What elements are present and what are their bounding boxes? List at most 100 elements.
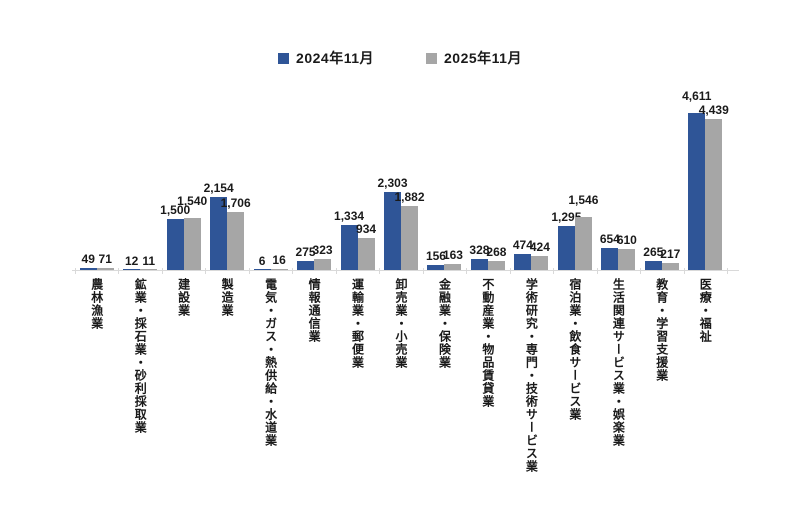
axis-tick [509,268,511,274]
category-label: 建設業 [176,278,191,317]
bar-series-1 [314,259,332,270]
legend-swatch-icon [278,52,290,64]
category-label: 電気・ガス・熱供給・水道業 [263,278,278,447]
axis-tick [118,268,120,274]
x-axis-line [72,270,739,271]
axis-tick [292,268,294,274]
bar-series-1 [487,260,505,270]
bar-series-1 [357,238,375,270]
bar-value-label: 275 [295,244,316,259]
category-label: 不動産業・物品賃貸業 [480,278,495,408]
bar-series-1 [96,267,114,270]
legend-label: 2025年11月 [444,50,522,66]
bar-series-1 [618,249,636,270]
x-axis-labels: 農林漁業 鉱業・採石業・砂利採取業 建設業 製造業 電気・ガス・熱供給・水道業 情報通信業… [75,278,727,503]
bar-series-1 [531,255,549,270]
bar-value-label: 1,546 [568,193,599,208]
bar-series-1 [574,217,592,270]
category-label: 教育・学習支援業 [654,278,669,382]
category-label: 製造業 [220,278,235,317]
bar-series-1 [444,264,462,270]
axis-tick [553,268,555,274]
bar-series-0 [557,225,575,270]
legend-item-1: 2025年11月 [426,48,522,68]
bar-series-0 [253,269,271,270]
bar-value-label: 4,439 [698,103,729,118]
bar-series-1 [401,206,418,270]
category-label: 生活関連サービス業・娯楽業 [611,278,626,447]
bar-value-label: 265 [643,245,664,259]
axis-tick [335,268,337,274]
bar-value-label: 323 [312,243,333,258]
bar-value-label: 268 [486,244,507,259]
bar-series-0 [210,196,228,270]
axis-tick [379,268,381,274]
bar-series-0 [166,219,184,270]
bar-series-0 [340,224,358,270]
category-label: 金融業・保険業 [437,278,452,369]
axis-tick [683,268,685,274]
category-label: 学術研究・専門・技術サービス業 [524,278,539,473]
legend-swatch-icon [426,52,437,64]
bar-series-1 [227,212,245,270]
bar-series-1 [661,262,679,270]
bar-series-1 [270,269,288,270]
bar-value-label: 16 [272,253,286,268]
category-label: 医療・福祉 [698,278,713,343]
bar-series-0 [644,261,662,270]
bar-series-0 [297,260,315,270]
category-label: 運輸業・郵便業 [350,278,365,369]
bar-series-0 [123,269,141,270]
bar-series-1 [705,119,723,270]
axis-tick [75,268,76,274]
category-label: 卸売業・小売業 [394,278,408,369]
bar-value-label: 163 [442,248,463,263]
bar-value-label: 1,706 [220,196,251,210]
axis-tick [466,268,468,274]
axis-tick [727,268,728,274]
bar-value-label: 49 [81,252,95,267]
legend-label: 2024年11月 [296,50,374,66]
bar-series-0 [470,258,488,270]
axis-tick [161,268,163,274]
bar-value-label: 328 [469,242,490,257]
bar-value-label: 156 [425,248,446,263]
chart-legend: 2024年11月 2025年11月 [0,48,800,68]
category-label: 農林漁業 [89,278,104,330]
bar-series-0 [514,253,532,270]
bar-value-label: 474 [512,237,533,252]
bar-series-0 [688,113,706,270]
legend-item-0: 2024年11月 [278,48,374,68]
category-label: 情報通信業 [307,278,322,343]
bar-series-0 [427,264,445,270]
bar-series-1 [140,269,158,270]
bar-value-label: 11 [142,253,156,268]
bar-value-label: 2,154 [203,180,234,195]
bar-series-0 [384,191,401,270]
bar-value-label: 1,540 [177,193,208,208]
axis-tick [205,268,207,274]
axis-tick [640,268,642,274]
axis-tick [248,268,250,274]
bar-value-label: 4,611 [682,89,712,104]
bar-value-label: 1,882 [394,190,425,205]
bar-value-label: 71 [98,251,112,266]
bar-value-label: 12 [125,253,139,268]
category-label: 宿泊業・飲食サービス業 [567,278,582,421]
bar-value-label: 934 [356,222,377,237]
bar-value-label: 1,334 [334,208,365,223]
bar-value-label: 610 [616,233,637,248]
bar-value-label: 424 [529,239,550,254]
bar-value-label: 217 [660,246,681,261]
bar-value-label: 1,295 [551,209,582,224]
bar-series-0 [79,268,97,270]
bar-value-label: 1,500 [160,203,191,217]
bar-value-label: 2,303 [377,175,408,190]
plot-area: 49 71 12 11 1,500 1,540 2,154 1,706 6 16 275 323 1,3… [72,90,739,274]
bar-value-label: 6 [258,253,266,268]
bar-value-label: 654 [599,231,620,246]
axis-tick [422,268,424,274]
axis-tick [596,268,598,274]
category-label: 鉱業・採石業・砂利採取業 [133,278,148,434]
